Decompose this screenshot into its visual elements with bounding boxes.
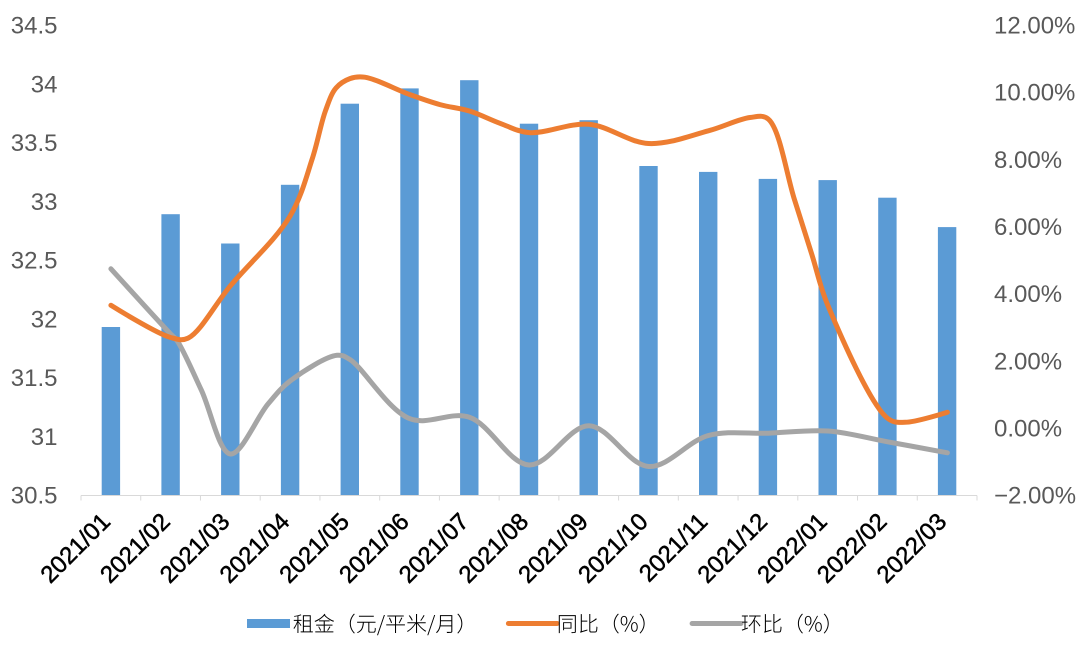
svg-text:32: 32 [31, 306, 58, 333]
svg-text:34: 34 [31, 71, 58, 98]
svg-text:30.5: 30.5 [11, 483, 58, 510]
svg-text:8.00%: 8.00% [994, 147, 1062, 174]
svg-text:32.5: 32.5 [11, 248, 58, 275]
svg-text:12.00%: 12.00% [994, 13, 1075, 40]
svg-text:33.5: 33.5 [11, 130, 58, 157]
svg-text:10.00%: 10.00% [994, 80, 1075, 107]
svg-text:−2.00%: −2.00% [994, 483, 1076, 510]
svg-text:6.00%: 6.00% [994, 214, 1062, 241]
svg-text:31: 31 [31, 424, 58, 451]
svg-text:4.00%: 4.00% [994, 281, 1062, 308]
svg-text:0.00%: 0.00% [994, 416, 1062, 443]
svg-text:2.00%: 2.00% [994, 348, 1062, 375]
svg-text:34.5: 34.5 [11, 13, 58, 40]
svg-text:31.5: 31.5 [11, 365, 58, 392]
svg-text:33: 33 [31, 189, 58, 216]
